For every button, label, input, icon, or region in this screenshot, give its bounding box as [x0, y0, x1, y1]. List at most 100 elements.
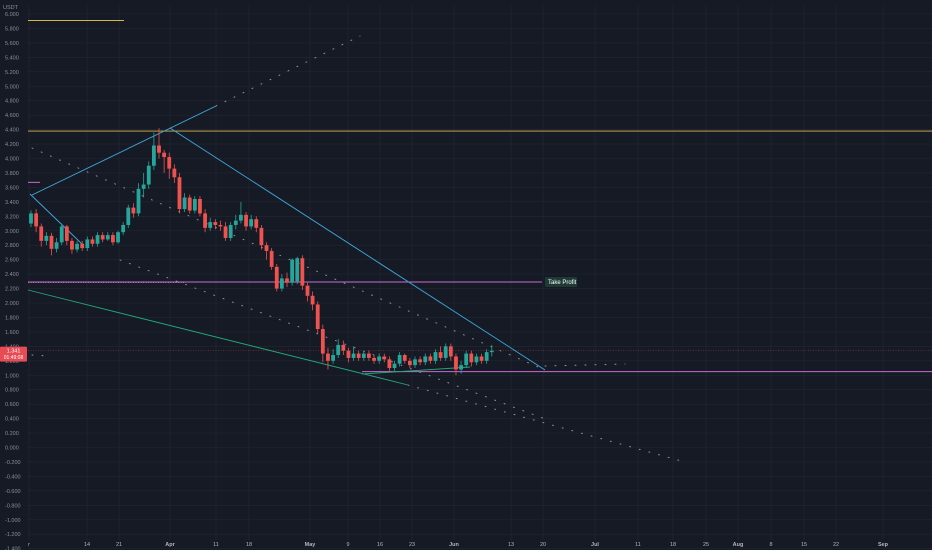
left-channel-line [29, 193, 83, 245]
time-tick-label: Jul [591, 542, 599, 548]
candle-body [198, 198, 202, 214]
price-tick-label: 3.800 [5, 171, 19, 177]
candle-body [484, 352, 489, 361]
price-tick-label: 2.000 [5, 301, 19, 307]
candle-body [269, 250, 274, 267]
candle-body [336, 344, 341, 356]
time-tick-label: May [305, 542, 317, 548]
candle [443, 343, 448, 361]
candle [361, 350, 366, 361]
candle-body [356, 353, 361, 358]
candle [295, 256, 300, 285]
candle-body [75, 243, 79, 250]
candle [331, 349, 335, 364]
candle [454, 353, 458, 376]
upper-channel-projection [215, 35, 361, 107]
time-tick-label: Jun [449, 542, 459, 548]
candle-body [141, 184, 146, 189]
flat-support-trendline [361, 366, 471, 375]
candle-body [54, 242, 59, 249]
candle [423, 353, 428, 366]
upper-channel-line [31, 105, 217, 196]
candle-body [136, 188, 141, 214]
candle-body [448, 346, 453, 357]
time-tick-label: Aug [733, 542, 744, 548]
candle [413, 356, 417, 369]
candle [479, 353, 484, 364]
candle [187, 194, 192, 214]
candle [489, 344, 494, 357]
candle [469, 350, 474, 367]
time-tick-label: 11 [635, 542, 641, 548]
candle [484, 349, 489, 364]
candle [228, 222, 233, 241]
candle-body [218, 224, 223, 227]
price-tick-label: 0.000 [5, 446, 19, 452]
candle-body [433, 352, 438, 361]
candle-body [162, 152, 167, 158]
time-tick-label: 8 [769, 542, 772, 548]
time-tick-label: 18 [246, 542, 252, 548]
candle [433, 349, 438, 364]
candle [70, 237, 74, 254]
price-tick-label: 2.400 [5, 272, 19, 278]
candle [239, 201, 243, 224]
candle [367, 350, 371, 361]
candle-body [423, 356, 428, 363]
time-tick-label: 25 [703, 542, 709, 548]
candle-body [264, 245, 269, 251]
candle-body [223, 226, 228, 238]
candle [151, 132, 156, 171]
candle [279, 274, 284, 292]
candle [85, 236, 90, 251]
candle-body [105, 235, 110, 240]
candle-body [413, 359, 417, 366]
time-tick-label: 13 [508, 542, 514, 548]
candle [111, 232, 115, 246]
candle-body [387, 359, 392, 369]
candle-body [469, 353, 474, 363]
candle-body [361, 353, 366, 358]
candle [320, 324, 325, 363]
candle-body [151, 145, 156, 166]
candle-body [157, 145, 161, 153]
price-tick-label: 5.600 [5, 41, 19, 47]
candle [264, 242, 269, 260]
support-trend-projection [407, 384, 686, 463]
candle-body [167, 157, 172, 169]
time-tick-label: Sep [878, 542, 889, 548]
time-tick-label: 23 [409, 542, 415, 548]
candle [198, 196, 202, 217]
time-tick-label: 9 [346, 542, 349, 548]
candle-body [126, 207, 131, 225]
candle [29, 210, 33, 228]
candle [39, 223, 44, 247]
time-tick-label: r [28, 542, 30, 548]
candle-body [29, 213, 33, 224]
candle [95, 232, 100, 247]
candle-body [454, 356, 458, 370]
price-tick-label: 4.400 [5, 128, 19, 134]
candle [372, 355, 376, 364]
time-axis[interactable]: r 14 21 Apr 11 18 May 9 16 23 Jun 13 20 Jul 11 18 25 Aug 8… [28, 542, 889, 548]
candle [326, 347, 330, 370]
last-price-value: 1.341 [7, 349, 21, 355]
candle [397, 352, 402, 367]
time-tick-label: 18 [670, 542, 676, 548]
candle [336, 339, 341, 358]
candle-body [111, 235, 115, 243]
candle-body [392, 363, 397, 369]
candle-body [192, 198, 197, 211]
candle [44, 232, 49, 246]
candle [305, 282, 310, 302]
price-projection [544, 363, 626, 367]
price-tick-label: -1.400 [5, 547, 21, 550]
candle-body [39, 226, 44, 241]
candle-body [397, 355, 402, 364]
candle [64, 224, 69, 246]
candle [387, 356, 392, 371]
candle [59, 223, 64, 246]
